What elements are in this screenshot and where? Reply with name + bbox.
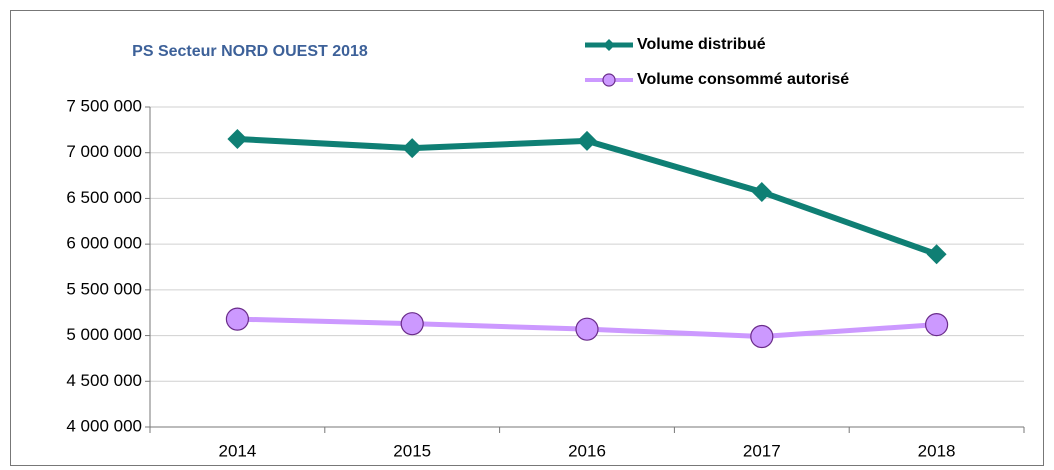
marker bbox=[926, 244, 947, 265]
y-tick-label: 4 000 000 bbox=[66, 416, 142, 435]
x-tick-label: 2014 bbox=[218, 441, 256, 460]
legend-text: Volume consommé autorisé bbox=[637, 71, 849, 88]
y-tick-label: 5 500 000 bbox=[66, 279, 142, 298]
marker bbox=[577, 130, 597, 151]
y-tick-label: 5 000 000 bbox=[66, 325, 142, 344]
y-tick-label: 4 500 000 bbox=[66, 371, 142, 390]
marker bbox=[227, 129, 248, 149]
chart-title: PS Secteur NORD OUEST 2018 bbox=[132, 43, 368, 60]
y-tick-label: 6 000 000 bbox=[66, 234, 142, 253]
marker bbox=[751, 182, 772, 203]
marker bbox=[924, 313, 949, 337]
marker bbox=[400, 312, 424, 336]
x-tick-label: 2017 bbox=[743, 441, 781, 460]
y-tick-label: 7 000 000 bbox=[66, 142, 142, 161]
marker bbox=[602, 73, 616, 87]
legend-text: Volume distribué bbox=[637, 36, 766, 53]
x-tick-label: 2016 bbox=[568, 441, 606, 460]
marker bbox=[225, 307, 249, 331]
y-tick-label: 6 500 000 bbox=[66, 188, 142, 207]
marker bbox=[750, 324, 774, 349]
x-tick-label: 2015 bbox=[393, 441, 431, 460]
x-tick-label: 2018 bbox=[918, 441, 956, 460]
marker bbox=[575, 317, 599, 341]
chart-frame bbox=[10, 10, 1044, 466]
marker bbox=[402, 138, 423, 159]
y-tick-label: 7 500 000 bbox=[66, 96, 142, 115]
marker bbox=[603, 39, 615, 51]
